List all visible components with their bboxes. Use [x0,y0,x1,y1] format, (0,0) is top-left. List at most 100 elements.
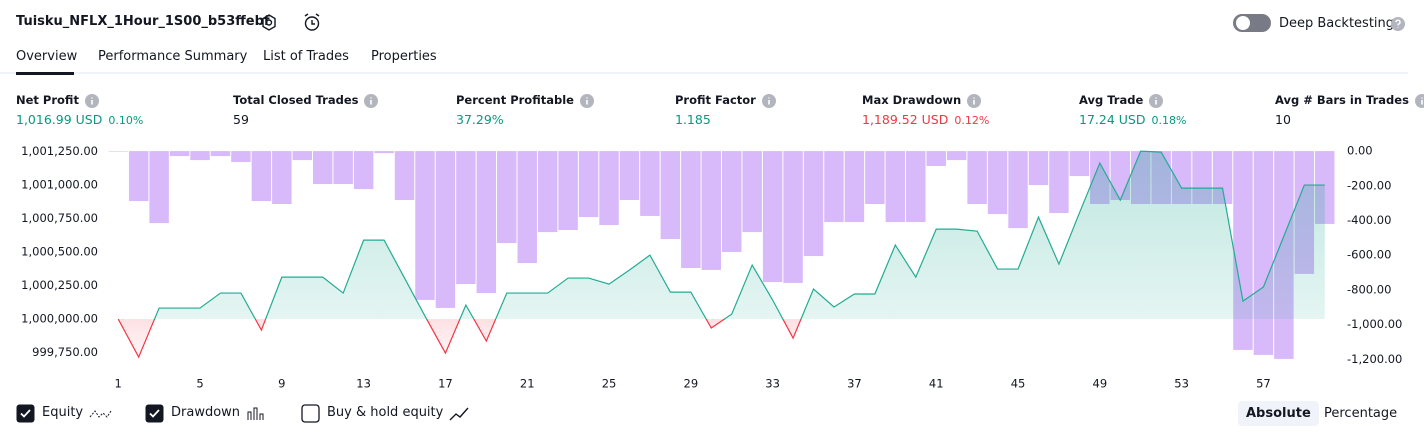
x-tick-label: 13 [356,377,371,391]
legend-icon [449,407,469,421]
y-tick-label: 1,000,750.00 [21,211,98,225]
y2-tick-label: -1,200.00 [1347,352,1402,366]
metric-label: Avg Trade [1079,93,1144,107]
metric-percent: 0.18% [1151,114,1187,127]
y-tick-label: 1,000,000.00 [21,312,98,326]
y-tick-label: 1,000,500.00 [21,245,98,259]
info-icon[interactable] [1414,94,1424,108]
metric-label: Net Profit [16,93,79,107]
metric-number: 1,189.52 USD [862,112,949,127]
drawdown-bar [701,151,721,270]
x-tick-label: 49 [1093,377,1108,391]
x-tick-label: 33 [765,377,780,391]
drawdown-bar [1008,151,1028,229]
legend-icon [89,410,112,418]
drawdown-bar [599,151,619,225]
tab[interactable]: Properties [371,49,437,64]
drawdown-bar [1049,151,1069,214]
metric-label: Total Closed Trades [233,93,359,107]
metric-value: 17.24 USD 0.18% [1079,112,1186,127]
drawdown-bar [394,151,415,200]
legend-label[interactable]: Buy & hold equity [327,405,444,420]
drawdown-bar [456,151,476,284]
y-tick-label: 1,001,250.00 [21,144,98,158]
drawdown-bar [415,151,435,300]
x-tick-label: 21 [520,377,535,391]
drawdown-bar [353,151,374,190]
drawdown-bar [742,151,762,233]
y2-tick-label: -800.00 [1347,282,1391,296]
drawdown-bar [558,151,578,231]
drawdown-bar [374,151,394,154]
checkbox[interactable] [145,404,164,423]
drawdown-bar [272,151,292,204]
drawdown-bar [619,151,640,200]
checkbox[interactable] [16,404,35,423]
alert-icon[interactable] [304,13,320,31]
y2-tick-label: 0.00 [1347,144,1373,158]
metric-percent: 0.12% [954,114,990,127]
metric-number: 1,016.99 USD [16,112,103,127]
drawdown-bar [926,151,946,166]
info-icon[interactable] [967,94,982,108]
x-tick-label: 1 [115,377,122,391]
strategy-title: Tuisku_NFLX_1Hour_1S00_b53ffebf [16,14,270,29]
checkbox[interactable] [301,404,320,423]
drawdown-bar [435,151,456,308]
metric-number: 1.185 [675,112,711,127]
drawdown-bar [946,151,967,161]
drawdown-bar [313,151,333,185]
info-icon[interactable] [84,94,99,108]
drawdown-bar [149,151,169,224]
drawdown-bar [1028,151,1049,186]
metric-value: 37.29% [456,112,504,127]
toggle-switch[interactable] [1232,12,1272,34]
drawdown-bar [497,151,517,244]
x-tick-label: 57 [1256,377,1271,391]
y2-tick-label: -1,000.00 [1347,317,1402,331]
drawdown-bar [210,151,231,157]
x-tick-label: 37 [847,377,862,391]
toggle-knob [1236,16,1250,30]
metric-number: 59 [233,112,249,127]
legend-label[interactable]: Equity [42,405,84,420]
drawdown-bar [660,151,681,240]
drawdown-bar [762,151,783,283]
drawdown-bar [333,151,353,185]
settings-icon[interactable] [262,14,276,31]
drawdown-bar [1233,151,1253,350]
chart: 1,001,250.00 1,001,000.00 1,000,750.00 1,00… [21,144,1402,391]
drawdown-bar [865,151,885,204]
drawdown-bar [987,151,1008,215]
drawdown-bar [231,151,251,163]
tab[interactable]: Overview [16,49,78,64]
drawdown-bar [128,151,149,202]
x-tick-label: 5 [196,377,203,391]
help-icon[interactable] [1390,16,1406,32]
metric-label: Percent Profitable [456,93,574,107]
drawdown-bar [251,151,272,202]
drawdown-bar [517,151,537,263]
drawdown-bar [1253,151,1274,355]
drawdown-bar [640,151,660,216]
info-icon[interactable] [579,94,594,108]
x-tick-label: 9 [278,377,285,391]
metric-label: Max Drawdown [862,93,962,107]
scale-button[interactable]: Percentage [1324,406,1398,421]
tab[interactable]: List of Trades [263,49,349,64]
legend-label[interactable]: Drawdown [171,405,241,420]
header-icons [262,13,320,31]
info-icon[interactable] [364,94,379,108]
x-tick-label: 45 [1011,377,1026,391]
y-tick-label: 999,750.00 [32,345,98,359]
metric-number: 10 [1275,112,1291,127]
info-icon[interactable] [1149,94,1164,108]
tab[interactable]: Performance Summary [98,49,248,64]
scale-button[interactable]: Absolute [1238,401,1319,426]
drawdown-bar [906,151,926,223]
tab-divider [0,72,1408,74]
drawdown-bar [537,151,558,233]
info-icon[interactable] [761,94,776,108]
drawdown-bar [681,151,701,269]
